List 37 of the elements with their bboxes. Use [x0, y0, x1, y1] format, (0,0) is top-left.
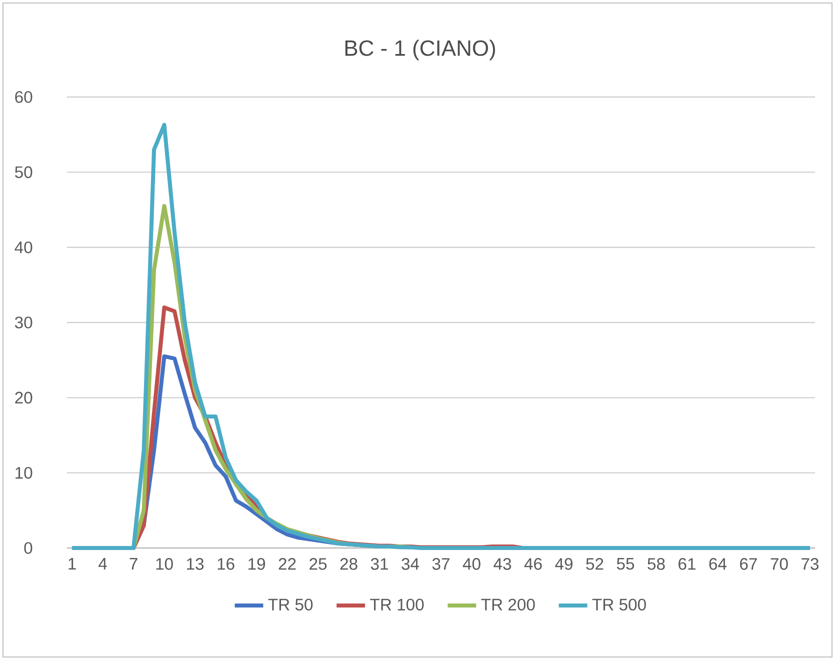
chart-title: BC - 1 (CIANO) — [345, 40, 496, 60]
y-tick-label: 50 — [14, 166, 32, 178]
y-tick-label: 40 — [14, 241, 32, 254]
x-tick-label: 70 — [770, 558, 788, 570]
x-tick-label: 46 — [524, 558, 542, 570]
x-tick-label: 49 — [555, 558, 572, 570]
x-tick-label: 28 — [340, 558, 358, 570]
y-tick-label: 60 — [15, 91, 32, 103]
x-tick-label: 67 — [740, 558, 757, 570]
x-tick-label: 4 — [98, 558, 107, 570]
x-tick-label: 34 — [402, 558, 420, 570]
y-tick-label: 30 — [14, 316, 32, 328]
x-tick-label: 40 — [462, 558, 480, 570]
x-tick-label: 61 — [678, 558, 696, 570]
x-tick-label: 52 — [586, 558, 604, 570]
x-tick-label: 13 — [187, 558, 204, 570]
x-tick-label: 22 — [278, 558, 296, 570]
x-tick-label: 7 — [130, 558, 138, 570]
x-tick-label: 73 — [802, 558, 819, 570]
legend-label: TR 100 — [370, 598, 424, 611]
x-tick-label: 1 — [68, 558, 76, 570]
y-tick-label: 20 — [15, 392, 32, 404]
x-tick-label: 43 — [494, 558, 512, 570]
x-tick-label: 58 — [648, 558, 665, 570]
x-tick-label: 25 — [310, 558, 327, 570]
y-tick-label: 10 — [16, 466, 32, 479]
x-tick-label: 31 — [370, 558, 388, 570]
legend-label: TR 200 — [481, 598, 535, 611]
x-tick-label: 16 — [218, 558, 234, 570]
x-tick-label: 64 — [709, 558, 727, 570]
x-tick-label: 37 — [432, 558, 450, 570]
x-tick-label: 55 — [616, 558, 634, 570]
legend-label: TR 500 — [592, 598, 646, 611]
y-tick-label: 0 — [24, 542, 32, 554]
x-tick-label: 19 — [248, 558, 266, 570]
x-tick-label: 10 — [156, 558, 173, 570]
legend-label: TR 50 — [268, 598, 313, 611]
